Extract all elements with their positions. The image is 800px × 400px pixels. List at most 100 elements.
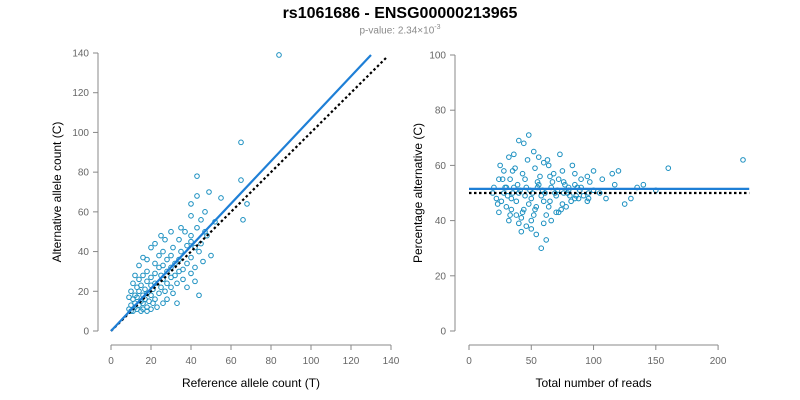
chart1-data-point — [162, 236, 168, 243]
chart1-data-point — [144, 268, 150, 275]
chart1-data-point — [206, 189, 212, 195]
chart2-x-tick-label: 200 — [710, 356, 727, 367]
chart2-y-tick-label: 20 — [435, 271, 447, 282]
chart2-data-point — [507, 176, 513, 182]
chart2-data-point — [522, 176, 528, 182]
chart2-y-tick-label: 0 — [440, 327, 446, 338]
chart1-data-point — [176, 268, 182, 275]
chart2-data-point — [599, 176, 606, 182]
chart1-data-point — [192, 244, 198, 251]
chart1-data-point — [164, 268, 170, 275]
chart1-data-point — [174, 300, 180, 307]
panel-allele-counts: 0 20 40 60 80 100 120 140 0 20 40 60 80 100 120 140 Refe… — [50, 49, 400, 391]
chart1-data-point — [188, 254, 194, 261]
chart1-y-tick-label: 140 — [72, 49, 89, 60]
chart2-data-point — [543, 237, 550, 243]
chart2-data-point — [535, 181, 542, 188]
chart1-data-point — [164, 280, 170, 287]
chart2-data-point — [497, 162, 503, 169]
chart-subtitle: p-value: 2.34×10-3 — [0, 24, 800, 36]
chart1-data-point — [152, 260, 158, 267]
chart1-data-point — [178, 224, 184, 231]
panel-percentage-alternative: 0 50 100 150 200 0 20 40 60 80 100 Total number of … — [411, 51, 750, 390]
chart1-data-point — [144, 278, 150, 285]
chart1-y-tick-label: 40 — [78, 247, 90, 258]
chart1-data-point — [188, 213, 194, 219]
chart2-x-tick-label: 150 — [647, 356, 664, 367]
chart1-data-point — [188, 201, 194, 207]
chart1-data-point — [168, 252, 174, 259]
chart1-data-point — [238, 177, 244, 183]
chart1-x-tick-label: 20 — [145, 356, 157, 367]
chart1-data-point — [152, 240, 158, 247]
chart1-data-point — [184, 284, 190, 291]
chart1-data-point — [200, 258, 206, 265]
chart1-data-point — [128, 288, 134, 295]
chart1-data-point — [168, 228, 174, 235]
chart1-y-tick-label: 100 — [72, 128, 89, 139]
chart2-data-point — [532, 206, 538, 213]
chart1-data-point — [238, 139, 244, 146]
chart2-data-point — [496, 176, 502, 182]
chart2-data-point — [499, 176, 506, 182]
chart2-data-point — [547, 173, 553, 180]
chart1-data-point — [240, 217, 246, 223]
chart1-data-point — [170, 290, 176, 297]
chart2-data-point — [540, 198, 547, 205]
chart2-data-point — [503, 204, 510, 210]
chart1-data-point — [156, 290, 162, 297]
chart2-data-point — [559, 201, 566, 207]
chart1-x-tick-label: 80 — [265, 356, 277, 367]
chart2-data-point — [603, 195, 609, 202]
chart2-data-point — [513, 212, 520, 218]
chart2-data-point — [590, 168, 597, 174]
chart2-data-point — [640, 181, 647, 188]
chart1-data-point — [170, 244, 176, 251]
chart2-data-point — [555, 209, 562, 216]
chart1-data-point — [184, 242, 190, 249]
chart1-data-point — [196, 248, 202, 255]
chart1-data-point — [168, 284, 174, 291]
chart1-x-tick-label: 40 — [185, 356, 197, 367]
chart2-data-point — [507, 212, 513, 218]
chart2-data-point — [506, 217, 512, 224]
chart1-data-point — [196, 292, 202, 299]
chart2-data-point — [584, 173, 591, 180]
chart2-data-point — [518, 228, 525, 235]
chart2-data-point — [514, 181, 521, 188]
chart2-data-point — [580, 192, 587, 199]
chart2-data-point — [559, 168, 566, 174]
p-value-text: p-value: 2.34×10 — [359, 25, 435, 37]
chart2-data-point — [569, 162, 576, 169]
chart1-data-point — [204, 232, 210, 239]
chart1-data-point — [136, 276, 142, 283]
chart1-data-point — [180, 276, 186, 283]
chart2-data-point — [508, 195, 515, 202]
chart2-data-point — [506, 154, 512, 160]
chart1-data-point — [132, 272, 138, 279]
chart2-data-point — [665, 165, 672, 171]
chart2-data-point — [513, 198, 520, 205]
chart1-data-point — [202, 209, 208, 215]
chart2-data-point — [562, 181, 568, 188]
chart1-data-point — [164, 296, 170, 303]
chart2-data-point — [532, 165, 538, 171]
chart1-data-point — [178, 248, 184, 255]
chart1-data-point — [154, 304, 160, 310]
chart1-data-point — [188, 232, 194, 239]
chart1-x-tick-label: 100 — [303, 356, 320, 367]
chart2-data-point — [553, 209, 559, 216]
chart1-data-point — [198, 217, 204, 223]
chart2-data-point — [530, 148, 537, 155]
chart1-y-tick-label: 80 — [78, 168, 90, 179]
chart1-data-point — [192, 278, 198, 285]
chart2-data-point — [550, 170, 557, 177]
chart1-x-axis-title: Reference allele count (T) — [182, 376, 320, 390]
chart2-data-point — [523, 223, 530, 229]
chart2-data-point — [542, 190, 548, 196]
chart2-data-point — [585, 195, 592, 202]
chart2-data-point — [578, 176, 584, 182]
chart2-data-point — [544, 157, 551, 163]
chart2-data-point — [628, 195, 634, 202]
